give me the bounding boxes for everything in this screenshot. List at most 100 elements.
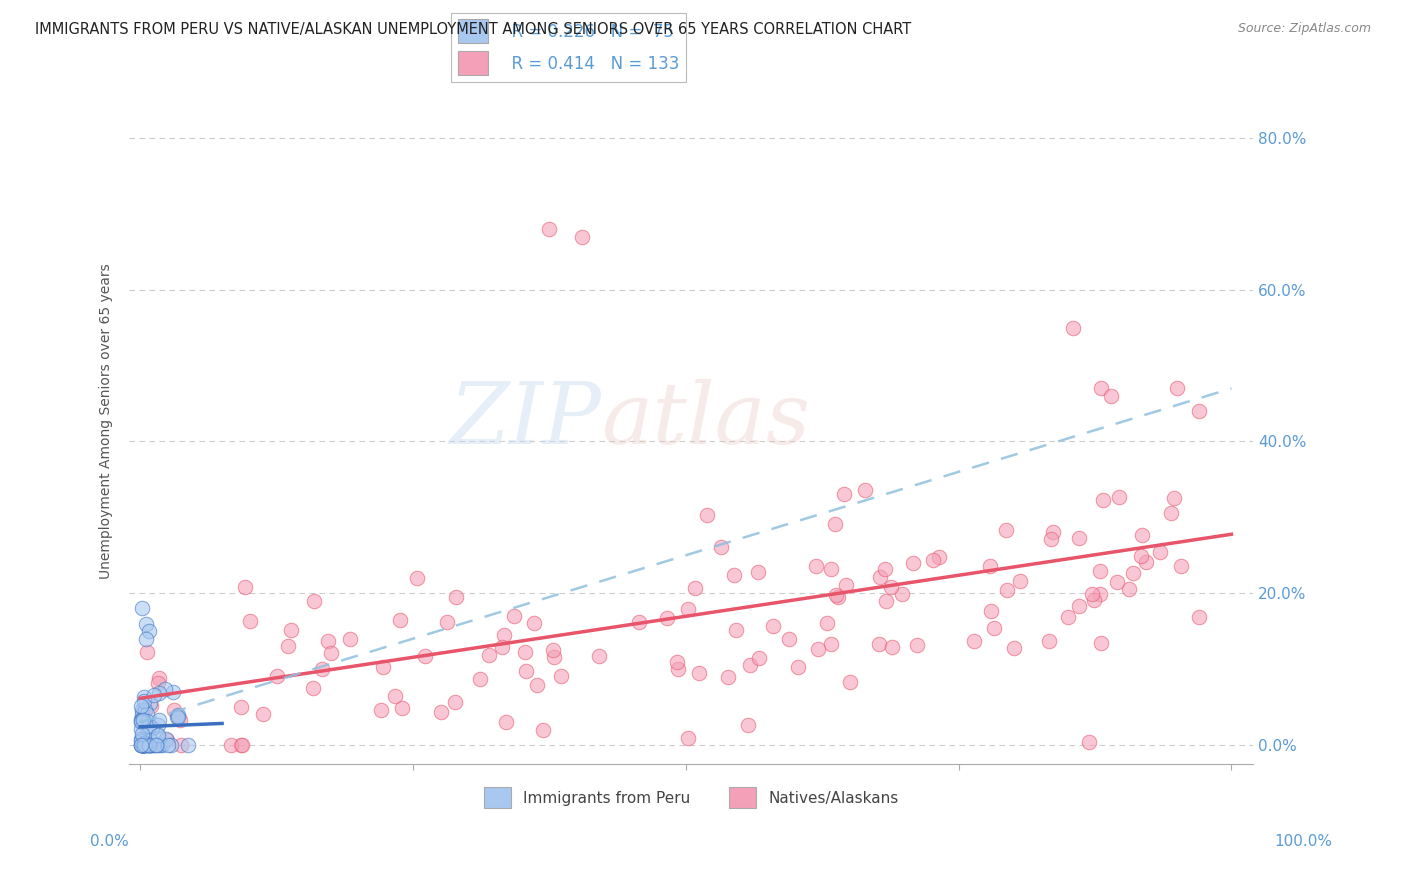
Point bbox=[804, 559, 827, 574]
Point bbox=[166, 709, 188, 723]
Point bbox=[1092, 493, 1115, 508]
Point bbox=[905, 638, 928, 652]
Point bbox=[148, 671, 170, 685]
Point bbox=[160, 738, 183, 752]
Point bbox=[239, 614, 262, 628]
Point bbox=[148, 718, 170, 732]
Point bbox=[1105, 575, 1128, 590]
Point bbox=[979, 558, 1001, 573]
Point bbox=[131, 601, 153, 615]
Point bbox=[311, 663, 333, 677]
Point bbox=[880, 580, 903, 594]
Point bbox=[134, 738, 156, 752]
Point bbox=[928, 550, 950, 565]
Point bbox=[515, 644, 537, 658]
Point bbox=[676, 602, 699, 616]
Legend: Immigrants from Peru, Natives/Alaskans: Immigrants from Peru, Natives/Alaskans bbox=[478, 780, 905, 814]
Point bbox=[219, 738, 242, 752]
Point bbox=[139, 738, 162, 752]
Point bbox=[135, 632, 157, 647]
Point bbox=[515, 664, 537, 678]
Point bbox=[131, 738, 153, 752]
Point bbox=[571, 229, 593, 244]
Point bbox=[444, 590, 467, 604]
Point bbox=[543, 650, 565, 665]
Point bbox=[491, 640, 513, 654]
Point bbox=[169, 713, 191, 727]
Point bbox=[141, 721, 163, 735]
Point bbox=[550, 669, 572, 683]
Point bbox=[370, 702, 392, 716]
Point bbox=[136, 738, 159, 752]
Point bbox=[163, 703, 186, 717]
Point bbox=[153, 681, 176, 696]
Point bbox=[131, 731, 153, 746]
Point bbox=[131, 738, 153, 752]
Point bbox=[252, 706, 274, 721]
Point bbox=[148, 685, 170, 699]
Point bbox=[1088, 586, 1111, 600]
Point bbox=[135, 616, 157, 631]
Point bbox=[880, 640, 903, 655]
Point bbox=[1188, 610, 1211, 624]
Point bbox=[277, 639, 299, 653]
Point bbox=[827, 591, 849, 605]
Point bbox=[1038, 634, 1060, 648]
Point bbox=[627, 615, 650, 629]
Point bbox=[1039, 532, 1062, 546]
Point bbox=[1090, 636, 1112, 650]
Point bbox=[134, 703, 156, 717]
Point bbox=[820, 637, 842, 651]
Point bbox=[136, 738, 159, 752]
Point bbox=[384, 689, 406, 703]
Point bbox=[444, 695, 467, 709]
Point bbox=[129, 734, 152, 748]
Point bbox=[696, 508, 718, 523]
Point bbox=[139, 738, 162, 752]
Point bbox=[131, 738, 153, 752]
Point bbox=[963, 634, 986, 648]
Point bbox=[134, 738, 156, 752]
Point bbox=[824, 588, 846, 602]
Point bbox=[145, 738, 167, 752]
Point bbox=[891, 587, 914, 601]
Point bbox=[413, 649, 436, 664]
Point bbox=[135, 714, 157, 728]
Point bbox=[319, 646, 342, 660]
Point bbox=[1083, 593, 1105, 607]
Point bbox=[129, 714, 152, 728]
Point bbox=[1160, 506, 1182, 520]
Point bbox=[678, 731, 700, 746]
Point bbox=[339, 632, 361, 647]
Text: 0.0%: 0.0% bbox=[90, 834, 129, 848]
Point bbox=[132, 738, 155, 752]
Point bbox=[1062, 320, 1084, 334]
Point bbox=[835, 578, 858, 592]
Point bbox=[157, 738, 180, 752]
Point bbox=[176, 738, 198, 752]
Point bbox=[873, 562, 896, 576]
Point bbox=[710, 541, 733, 555]
Point bbox=[869, 636, 891, 650]
Point bbox=[787, 660, 810, 674]
Point bbox=[526, 678, 548, 692]
Point bbox=[156, 733, 179, 747]
Point bbox=[167, 707, 190, 722]
Point bbox=[824, 516, 846, 531]
Point bbox=[148, 713, 170, 727]
Point bbox=[131, 713, 153, 727]
Point bbox=[129, 738, 152, 752]
Point bbox=[1122, 566, 1144, 581]
Point bbox=[492, 628, 515, 642]
Point bbox=[155, 732, 177, 747]
Point bbox=[683, 581, 706, 595]
Point bbox=[302, 594, 325, 608]
Point bbox=[1163, 491, 1185, 505]
Point bbox=[139, 697, 162, 711]
Point bbox=[131, 738, 153, 752]
Point bbox=[131, 738, 153, 752]
Point bbox=[131, 713, 153, 727]
Point bbox=[430, 706, 453, 720]
Point bbox=[436, 615, 458, 629]
Point bbox=[134, 694, 156, 708]
